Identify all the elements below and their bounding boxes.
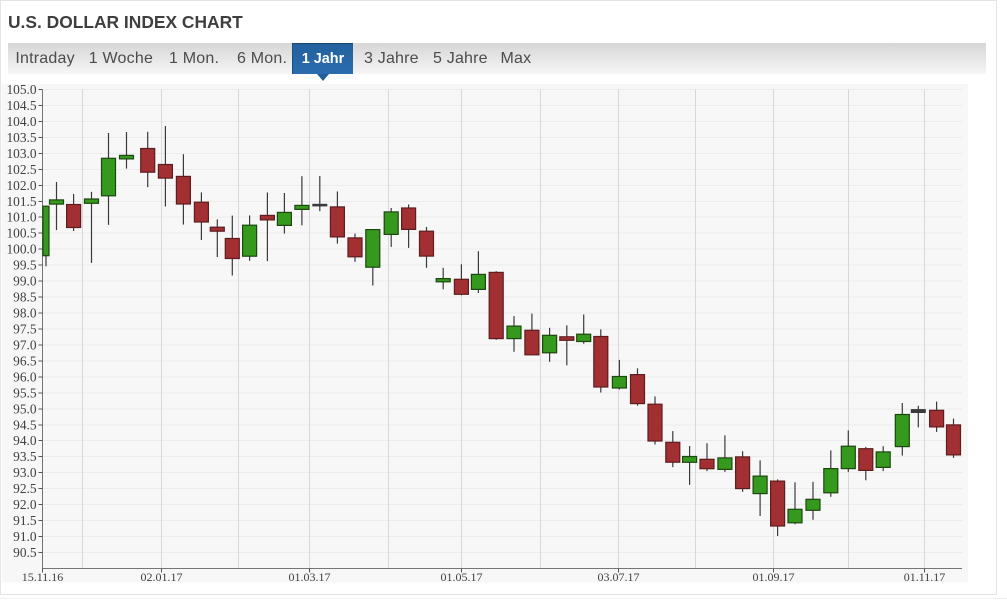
svg-text:103.5: 103.5: [6, 130, 36, 145]
svg-text:97.0: 97.0: [13, 338, 37, 353]
svg-text:01.05.17: 01.05.17: [441, 570, 483, 584]
svg-text:01.09.17: 01.09.17: [753, 570, 795, 584]
svg-text:101.5: 101.5: [6, 194, 36, 209]
svg-text:94.5: 94.5: [13, 418, 37, 433]
svg-text:98.0: 98.0: [13, 306, 37, 321]
svg-text:99.5: 99.5: [13, 258, 37, 273]
svg-text:99.0: 99.0: [13, 274, 37, 289]
svg-text:92.5: 92.5: [13, 481, 37, 496]
svg-text:92.0: 92.0: [13, 497, 37, 512]
svg-text:01.11.17: 01.11.17: [904, 570, 946, 584]
svg-text:103.0: 103.0: [6, 146, 36, 161]
svg-text:93.5: 93.5: [13, 449, 37, 464]
svg-text:96.0: 96.0: [13, 370, 37, 385]
svg-text:100.5: 100.5: [6, 226, 36, 241]
svg-text:95.0: 95.0: [13, 402, 37, 417]
svg-text:105.0: 105.0: [6, 82, 36, 97]
svg-text:98.5: 98.5: [13, 290, 37, 305]
svg-text:91.0: 91.0: [13, 529, 37, 544]
svg-text:91.5: 91.5: [13, 513, 37, 528]
svg-text:03.07.17: 03.07.17: [598, 570, 640, 584]
svg-text:102.5: 102.5: [6, 162, 36, 177]
svg-text:96.5: 96.5: [13, 354, 37, 369]
svg-text:94.0: 94.0: [13, 433, 37, 448]
svg-text:93.0: 93.0: [13, 465, 37, 480]
svg-text:102.0: 102.0: [6, 178, 36, 193]
svg-text:01.03.17: 01.03.17: [289, 570, 331, 584]
svg-text:104.5: 104.5: [6, 98, 36, 113]
svg-text:100.0: 100.0: [6, 242, 36, 257]
svg-text:104.0: 104.0: [6, 114, 36, 129]
svg-text:101.0: 101.0: [6, 210, 36, 225]
svg-text:15.11.16: 15.11.16: [22, 570, 64, 584]
svg-text:02.01.17: 02.01.17: [141, 570, 183, 584]
svg-text:95.5: 95.5: [13, 386, 37, 401]
svg-text:97.5: 97.5: [13, 322, 37, 337]
svg-text:90.5: 90.5: [13, 545, 37, 560]
